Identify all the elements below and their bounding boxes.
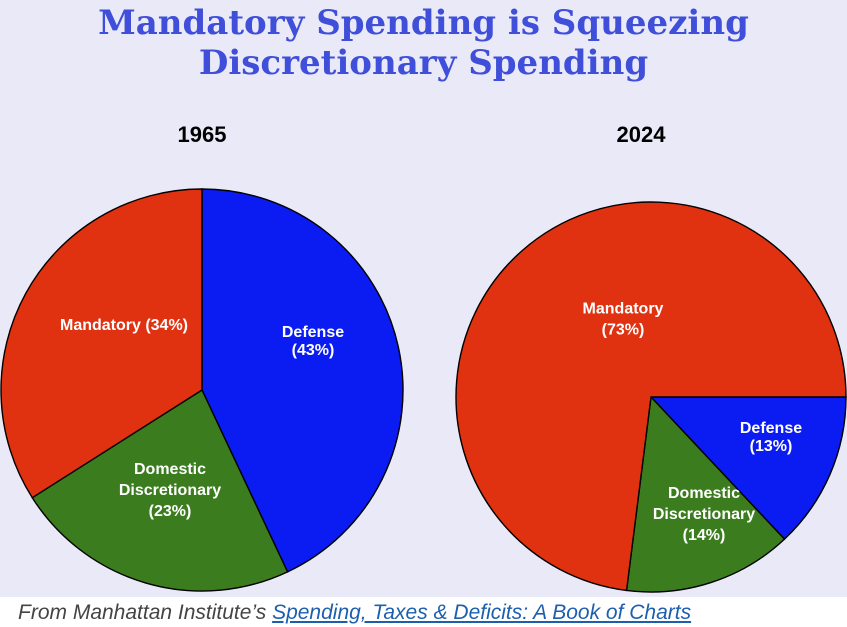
pie-slice-2024-mandatory — [455, 201, 847, 592]
slice-label-line: (14%) — [683, 527, 726, 544]
slice-label-line: Discretionary — [653, 506, 755, 523]
slice-label-1965-defense: Defense (43%) — [282, 324, 344, 359]
pie-2024: Defense (13%) Domestic Discretionary (14%) Ma… — [455, 201, 847, 593]
slice-label-line: Domestic — [668, 485, 740, 502]
year-label-1965: 1965 — [177, 122, 227, 147]
source-note: From Manhattan Institute’s Spending, Tax… — [18, 599, 838, 626]
source-prefix: From Manhattan Institute’s — [18, 601, 273, 624]
slice-label-line: Defense — [282, 324, 344, 341]
pie-slice-1965-mandatory — [0, 188, 203, 499]
slice-label-line: Mandatory (34%) — [60, 317, 188, 334]
slice-label-line: Domestic — [134, 461, 206, 478]
chart-title: Mandatory Spending is Squeezing Discreti… — [0, 3, 847, 83]
slice-label-line: (23%) — [149, 503, 192, 520]
slice-label-line: (13%) — [750, 438, 793, 455]
slice-label-1965-domestic-discretionary: Domestic Discretionary (23%) — [119, 461, 221, 520]
source-link[interactable]: Spending, Taxes & Deficits: A Book of Ch… — [272, 601, 692, 624]
slice-label-line: Mandatory — [583, 301, 664, 318]
slice-label-1965-mandatory: Mandatory (34%) — [60, 317, 188, 334]
slice-label-line: Discretionary — [119, 482, 221, 499]
title-line-2: Discretionary Spending — [198, 43, 649, 83]
chart-panel: Mandatory Spending is Squeezing Discreti… — [0, 0, 847, 597]
slice-label-line: (43%) — [292, 342, 335, 359]
slice-label-2024-defense: Defense (13%) — [740, 420, 802, 455]
pie-1965: Defense (43%) Domestic Discretionary (23%) Ma… — [0, 188, 404, 592]
pie-slice-1965-domestic-discretionary — [31, 388, 289, 592]
pie-slice-2024-domestic-discretionary — [625, 395, 786, 593]
title-line-1: Mandatory Spending is Squeezing — [98, 3, 749, 43]
slice-label-2024-mandatory: Mandatory (73%) — [583, 301, 664, 339]
pie-charts: Defense (43%)Domestic Discretionary (23%)Ma… — [0, 188, 847, 593]
slice-label-line: (73%) — [602, 322, 645, 339]
pie-slice-2024-defense — [649, 396, 847, 541]
pie-slice-1965-defense — [201, 188, 404, 573]
slice-label-line: Defense — [740, 420, 802, 437]
year-label-2024: 2024 — [616, 122, 666, 147]
slice-label-2024-domestic-discretionary: Domestic Discretionary (14%) — [653, 485, 755, 544]
